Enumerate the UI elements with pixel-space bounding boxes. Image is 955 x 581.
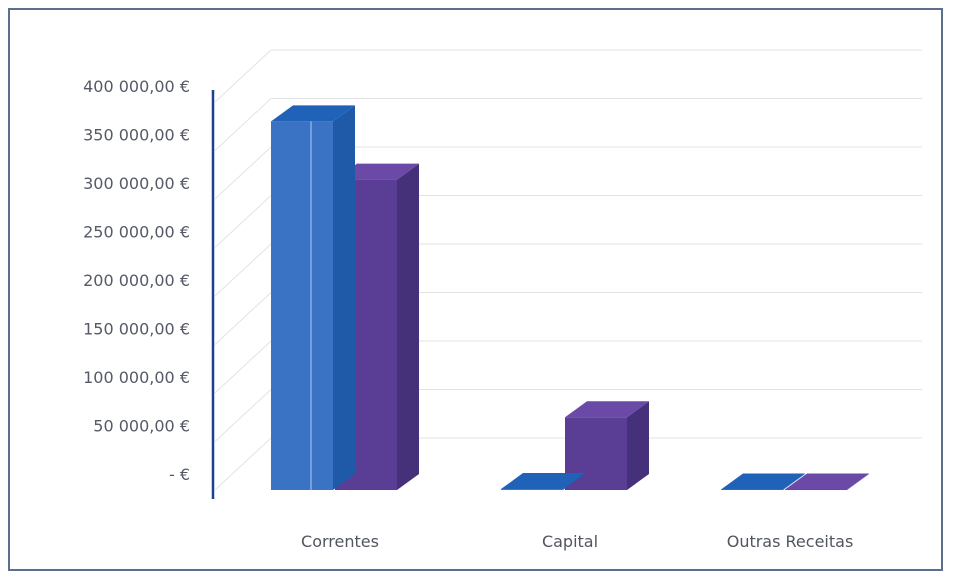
bar-top [785,473,869,490]
bar-top [721,473,805,490]
gridline-diagonal [214,98,272,151]
bar-top [271,105,355,122]
bar [721,473,805,490]
bar [271,105,355,491]
bar [785,473,869,490]
bar-front [501,489,563,490]
x-category-label: Outras Receitas [727,532,854,551]
y-tick-label: 200 000,00 € [83,271,190,290]
y-axis: - € 50 000,00 € 100 000,00 € 150 000,00 € 20… [83,77,215,499]
bar-side [783,473,805,490]
gridline-diagonal [214,146,272,200]
bar-side [397,163,419,490]
x-category-label: Correntes [301,532,379,551]
y-tick-label: 300 000,00 € [83,174,190,193]
bar-side [333,105,355,491]
bar-top [565,401,649,418]
gridline-diagonal [214,340,272,394]
x-axis: Correntes Capital Outras Receitas [301,532,853,551]
chart-frame: - € 50 000,00 € 100 000,00 € 150 000,00 € 20… [8,8,943,571]
bar-side [563,473,585,490]
bar-top [501,473,585,490]
y-tick-label: 150 000,00 € [83,320,190,339]
y-tick-label: 350 000,00 € [83,126,190,145]
y-tick-label: 100 000,00 € [83,368,190,387]
gridline-diagonal [214,437,272,491]
y-tick-label: 250 000,00 € [83,223,190,242]
bar-front [271,121,333,491]
bars [271,105,869,491]
gridline-diagonal [214,49,272,103]
gridline-diagonal [214,389,272,442]
bar-chart: - € 50 000,00 € 100 000,00 € 150 000,00 € 20… [83,49,922,551]
gridline-diagonal [214,195,272,248]
gridline-diagonal [214,243,272,297]
bar-side [627,401,649,490]
x-category-label: Capital [542,532,598,551]
y-tick-label: - € [169,465,190,484]
y-tick-label: 400 000,00 € [83,77,190,96]
y-tick-label: 50 000,00 € [93,417,190,436]
bar [501,473,585,490]
bar-top [335,163,419,180]
bar-side [847,473,869,490]
gridline-diagonal [214,292,272,345]
